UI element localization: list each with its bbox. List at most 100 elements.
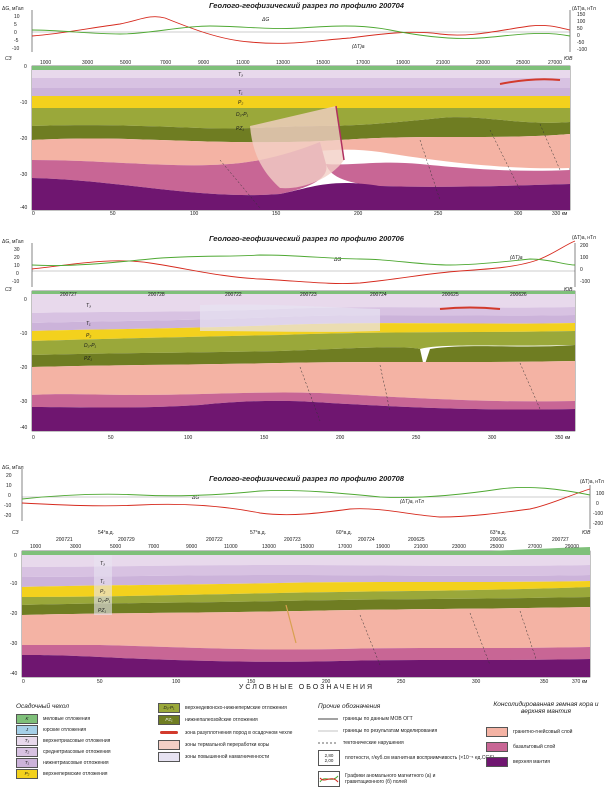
profile-200704: Геолого-геофизический разрез по профилю … — [0, 0, 613, 220]
left-tick: -20 — [4, 513, 12, 519]
km-tick: 200 — [322, 679, 331, 685]
left-tick: -10 — [12, 279, 20, 285]
depth-tick: -20 — [20, 136, 28, 142]
station-label: 7000 — [148, 544, 160, 550]
dt-curve-label: (ΔT)а — [352, 44, 365, 50]
legend-item: T₃ верхнетриасовые отложения — [16, 735, 110, 746]
station-label: 25000 — [490, 544, 504, 550]
legend-item: границы по данным МОВ ОГТ — [318, 714, 413, 723]
left-axis-label: ΔG, мГал — [2, 239, 24, 245]
depth-tick: -40 — [20, 425, 28, 431]
profile-200706: Геолого-геофизический разрез по профилю … — [0, 225, 613, 450]
legend-item: D₃-P₁ верхнедевонско-нижнепермские отлож… — [158, 702, 287, 713]
left-tick: -5 — [14, 38, 19, 44]
depth-tick: 0 — [14, 553, 17, 559]
station-label: 1000 — [30, 544, 42, 550]
direction-nw: СЗ — [5, 287, 12, 293]
density-swatch: 2,80 2,00 — [318, 750, 340, 766]
km-tick: 100 — [190, 211, 199, 217]
right-tick: 100 — [580, 255, 589, 261]
anomaly-graph — [21, 469, 591, 529]
station-label: 19000 — [396, 60, 410, 66]
right-tick: 100 — [577, 19, 586, 25]
direction-nw: СЗ — [5, 56, 12, 62]
right-tick: -50 — [577, 40, 585, 46]
section-view — [21, 547, 591, 678]
depth-tick: -10 — [20, 331, 28, 337]
station-label: 15000 — [300, 544, 314, 550]
depth-tick: 0 — [24, 64, 27, 70]
right-tick: -100 — [577, 47, 588, 53]
section-view — [31, 290, 576, 432]
left-tick: -10 — [12, 46, 20, 52]
layer-label: PZ₁ — [236, 126, 244, 132]
km-tick: 300 — [514, 211, 523, 217]
layer-label: T₁ — [238, 90, 243, 96]
km-tick: 330 км — [552, 211, 568, 217]
station-label: 13000 — [276, 60, 290, 66]
swatch — [158, 751, 180, 762]
legend-item: Графики аномального магнитного (а) и гра… — [318, 771, 475, 787]
right-tick: -100 — [580, 279, 591, 285]
legend-item: J юрские отложения — [16, 724, 86, 735]
station-label: 200724 — [370, 292, 387, 298]
legend-item: K меловые отложения — [16, 713, 90, 724]
depth-tick: -30 — [20, 172, 28, 178]
station-id: 200723 — [284, 537, 301, 543]
dt-curve-label: (ΔT)а — [510, 255, 523, 261]
right-tick: -100 — [593, 511, 604, 517]
depth-tick: -40 — [20, 205, 28, 211]
legend-label: тектонические нарушения — [343, 739, 404, 746]
section-view — [31, 65, 571, 211]
km-tick: 250 — [397, 679, 406, 685]
layer-label: T₁ — [100, 579, 105, 585]
meridian-marker: 63°в.д. — [490, 530, 506, 536]
swatch — [486, 726, 508, 737]
station-label: 27000 — [528, 544, 542, 550]
legend-label: среднетриасовые отложения — [43, 748, 111, 755]
swatch — [486, 741, 508, 752]
station-label: 29000 — [565, 544, 579, 550]
km-tick: 150 — [272, 211, 281, 217]
station-label: 5000 — [120, 60, 132, 66]
legend-label: плотности, г/куб.см магнитная восприимчи… — [345, 755, 495, 761]
right-tick: 100 — [596, 491, 605, 497]
legend-item: базальтовый слой — [486, 741, 555, 752]
legend-label: границы по данным МОВ ОГТ — [343, 715, 413, 722]
dt-curve-label: (ΔT)а, нТл — [400, 499, 424, 505]
right-tick: 0 — [580, 267, 583, 273]
depth-tick: -40 — [10, 671, 18, 677]
layer-label: T₃ — [86, 303, 92, 309]
meridian-marker: 60°в.д. — [336, 530, 352, 536]
legend-item: T₁ нижнетриасовые отложения — [16, 757, 109, 768]
anomaly-graph — [31, 10, 571, 52]
km-tick: 0 — [32, 435, 35, 441]
legend-label: зоны повышенной намагниченности — [185, 753, 270, 760]
swatch: J — [16, 724, 38, 735]
direction-se: ЮВ — [564, 287, 573, 293]
legend-crust-header: Консолидированная земная кора и верхняя … — [493, 701, 599, 715]
swatch: D₃-P₁ — [158, 702, 180, 713]
right-axis-label: (ΔT)а, нТл — [572, 235, 596, 241]
legend: Осадочный чехол K меловые отложения J юр… — [0, 697, 613, 806]
station-label: 200727 — [60, 292, 77, 298]
km-tick: 100 — [172, 679, 181, 685]
dg-curve-label: ΔG — [262, 17, 270, 23]
station-label: 17000 — [356, 60, 370, 66]
legend-label: гранитно-гнейсовый слой — [513, 728, 573, 735]
layer-label: D₃-P₁ — [98, 598, 111, 604]
legend-label: зона разуплотнения пород в осадочном чех… — [185, 729, 293, 736]
swatch: K — [16, 713, 38, 724]
legend-item: T₂ среднетриасовые отложения — [16, 746, 111, 757]
right-tick: 200 — [580, 243, 589, 249]
station-label: 25000 — [516, 60, 530, 66]
layer-label: T₃ — [238, 72, 244, 78]
meridian-marker: 57°в.д. — [250, 530, 266, 536]
station-label: 1000 — [40, 60, 52, 66]
right-tick: 150 — [577, 12, 586, 18]
density-value: 2,80 — [324, 753, 334, 758]
station-label: 23000 — [452, 544, 466, 550]
legend-item: зоны повышенной намагниченности — [158, 751, 270, 762]
station-label: 9000 — [186, 544, 198, 550]
depth-tick: -30 — [20, 399, 28, 405]
